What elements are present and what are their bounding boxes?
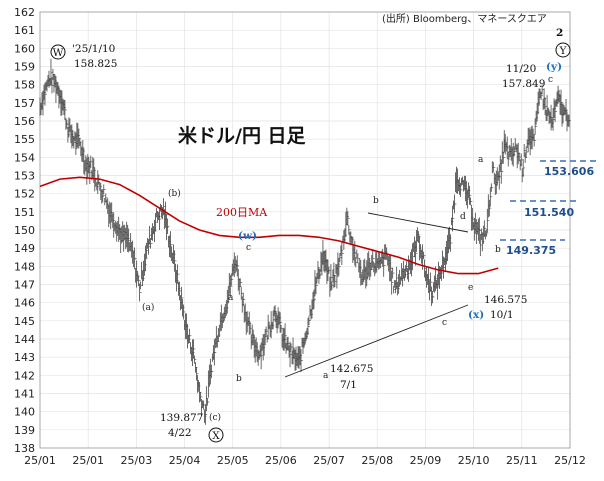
y-tick-label: 154 [14,151,35,164]
low2-date: 7/1 [340,379,357,391]
y-tick-label: 149 [14,242,35,255]
y-tick-label: 156 [14,115,35,128]
y-tick-label: 150 [14,224,35,237]
wave-label-b-paren: (b) [168,188,181,199]
wave-label-e-2: e [468,283,473,293]
y-tick-label: 146 [14,297,35,310]
wave-label-x-blue: (x) [468,309,484,321]
y-tick-label: 139 [14,424,35,437]
wave-circle-x [208,427,224,443]
peak-date: '25/1/10 [72,43,115,55]
wave-label-x: X [212,430,220,442]
x-tick-label: 25/05 [217,454,249,467]
y-tick-label: 148 [14,260,35,273]
wave-number-2: 2 [556,27,563,39]
y-tick-label: 162 [14,6,35,19]
x-tick-label: 25/08 [361,454,393,467]
wave-label-w-blue: (w) [238,230,257,242]
annotations: W '25/1/10 158.825 (b) (a) 139.877 4/22 … [50,27,594,443]
y-tick-label: 147 [14,279,35,292]
plot-frame [39,11,571,449]
level-label-151540: 151.540 [524,206,574,219]
y-tick-label: 145 [14,315,35,328]
trendline-lower [284,304,469,378]
low-date: 4/22 [168,427,192,439]
wave-label-y: Y [559,45,568,57]
level-label-153606: 153.606 [544,165,594,178]
y-tick-label: 157 [14,97,35,110]
wave-label-y-blue: (y) [546,61,562,73]
y-tick-label: 161 [14,24,35,37]
y-tick-label: 155 [14,133,35,146]
wave-label-c-1: c [246,243,251,253]
x-tick-label: 25/03 [121,454,153,467]
y-tick-label: 153 [14,170,35,183]
ma-200-line [39,176,499,275]
low-value: 139.877 [160,412,203,424]
wave-label-c-paren: (c) [209,412,221,423]
low3-date: 10/1 [490,309,514,321]
y-tick-label: 160 [14,42,35,55]
wave-label-a-1: a [228,293,234,303]
ma-label: 200日MA [216,206,268,219]
y-tick-label: 143 [14,351,35,364]
x-tick-label: 25/06 [265,454,297,467]
wave-label-a-2: a [323,371,329,381]
y-tick-label: 144 [14,333,35,346]
y-tick-label: 142 [14,369,35,382]
x-tick-label: 25/01 [72,454,104,467]
source-label: (出所) Bloomberg、マネースクエア [382,12,547,25]
wave-label-b-2: b [373,196,379,206]
x-tick-label: 25/07 [313,454,345,467]
y-axis: 138 139 140 141 142 143 144 145 146 147 148 149 150 1… [14,6,35,455]
wave-label-w: W [53,47,64,59]
low3-value: 146.575 [484,294,527,306]
wave-circle-w [50,44,66,60]
chart-title: 米ドル/円 日足 [178,124,307,147]
high-date: 11/20 [506,63,536,75]
x-tick-label: 25/01 [24,454,56,467]
y-tick-label: 159 [14,61,35,74]
wave-label-a-3: a [478,155,484,165]
y-tick-label: 158 [14,79,35,92]
level-label-149375: 149.375 [506,244,556,257]
wave-label-a-paren: (a) [142,302,154,313]
peak-value: 158.825 [74,58,117,70]
wave-label-b-1: b [236,374,242,384]
wave-label-d-2: d [460,212,466,222]
wave-label-c-2: c [442,318,447,328]
x-tick-label: 25/09 [410,454,442,467]
wave-label-b-3: b [495,245,501,255]
y-tick-label: 152 [14,188,35,201]
wave-circle-y [555,42,571,58]
x-tick-label: 25/04 [169,454,201,467]
x-tick-label: 25/11 [506,454,538,467]
x-tick-label: 25/10 [458,454,490,467]
wave-label-c-3: c [548,75,553,85]
y-tick-label: 140 [14,406,35,419]
trendline-upper [367,212,469,233]
y-tick-label: 138 [14,442,35,455]
price-bars [39,58,572,425]
y-tick-label: 141 [14,388,35,401]
high-value: 157.849 [502,78,545,90]
x-tick-label: 25/12 [554,454,586,467]
x-axis: 25/01 25/01 25/03 25/04 25/05 25/06 25/07 25/08… [24,454,586,467]
y-tick-label: 151 [14,206,35,219]
low2-value: 142.675 [330,363,373,375]
